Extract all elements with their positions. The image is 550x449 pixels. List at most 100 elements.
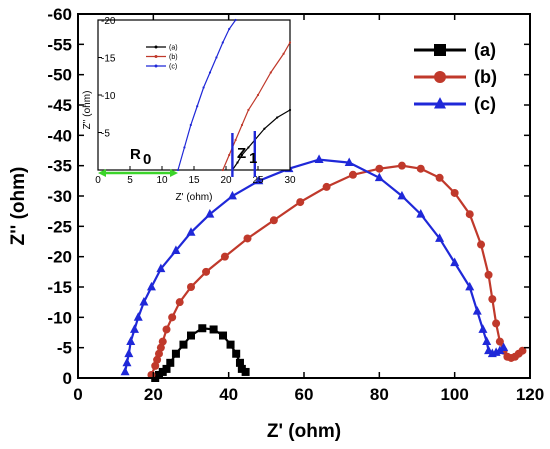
inset-y-tick-label: -10 xyxy=(101,91,116,102)
x-tick-label: 40 xyxy=(219,385,238,404)
data-point xyxy=(254,175,264,185)
data-point xyxy=(435,173,444,182)
data-point xyxy=(348,170,357,179)
data-point xyxy=(202,267,211,276)
data-point xyxy=(220,252,229,261)
inset-data-point xyxy=(228,153,231,157)
data-point xyxy=(124,348,134,358)
y-axis-title: Z'' (ohm) xyxy=(8,167,29,246)
data-point xyxy=(156,343,165,352)
data-point xyxy=(187,283,195,291)
data-point xyxy=(374,172,384,182)
inset-y-tick-label: -20 xyxy=(101,16,116,27)
x-tick-label: 20 xyxy=(144,385,163,404)
inset-data-point xyxy=(202,86,205,89)
inset-data-point xyxy=(263,127,266,130)
inset-data-point xyxy=(256,93,260,97)
data-point xyxy=(492,319,501,328)
inset-data-point xyxy=(196,105,199,108)
inset-series-3 xyxy=(176,18,237,172)
data-point xyxy=(416,209,426,218)
series-2 xyxy=(147,161,527,379)
inset-legend-label: (b) xyxy=(169,54,178,61)
legend-marker xyxy=(434,71,446,83)
data-point xyxy=(482,336,492,345)
data-point xyxy=(241,367,250,376)
data-point xyxy=(478,324,488,333)
y-tick-label: -20 xyxy=(47,248,72,267)
inset-data-point xyxy=(234,138,237,142)
data-point xyxy=(205,209,215,218)
inset-data-point xyxy=(176,168,180,172)
data-point xyxy=(232,349,241,358)
data-point xyxy=(146,281,156,291)
data-point xyxy=(499,342,509,352)
y-tick-label: -5 xyxy=(57,339,72,358)
inset-x-tick-label: 0 xyxy=(95,175,101,186)
data-point xyxy=(171,349,180,358)
inset-x-tick-label: 20 xyxy=(220,175,232,186)
data-point xyxy=(133,312,143,321)
data-point xyxy=(296,198,305,207)
data-point xyxy=(151,361,160,370)
inset-data-point xyxy=(247,146,250,149)
z1-bar-right xyxy=(253,131,256,177)
data-point xyxy=(344,157,354,167)
y-tick-label: -30 xyxy=(47,187,72,206)
series-3 xyxy=(120,154,509,376)
inset-data-point xyxy=(183,146,186,149)
data-point xyxy=(156,263,166,273)
inset-legend-marker xyxy=(154,55,158,58)
data-point xyxy=(158,337,167,346)
data-point xyxy=(168,313,177,322)
legend-marker xyxy=(434,97,446,109)
inset-frame xyxy=(97,19,291,171)
data-point xyxy=(162,364,171,373)
inset-legend-label: (c) xyxy=(169,64,177,71)
data-point xyxy=(227,190,237,200)
data-point xyxy=(435,233,445,242)
data-point xyxy=(198,324,207,333)
data-point xyxy=(465,281,475,291)
y-tick-label: 0 xyxy=(63,369,72,388)
data-point xyxy=(495,337,504,346)
data-point xyxy=(120,366,130,376)
z1-bar-left xyxy=(231,133,234,177)
inset-data-point xyxy=(269,71,272,74)
x-tick-label: 80 xyxy=(370,385,389,404)
data-point xyxy=(472,306,482,315)
data-point xyxy=(397,161,406,170)
main-series-layer xyxy=(120,154,527,382)
data-point xyxy=(226,340,235,349)
data-point xyxy=(518,346,527,355)
data-point xyxy=(122,357,132,367)
y-tick-label: -50 xyxy=(47,66,72,85)
data-point xyxy=(219,331,228,340)
inset-plot: 0 5 10 15 20 25 30-5-10-15-20Z' (ohm)Z'' (ohm)… xyxy=(82,16,296,203)
x-tick-label: 100 xyxy=(440,385,468,404)
data-point xyxy=(139,296,149,306)
inset-data-point xyxy=(288,41,292,44)
inset-legend-marker xyxy=(154,45,158,49)
y-tick-label: -25 xyxy=(47,217,72,236)
inset-data-point xyxy=(236,161,239,164)
inset-data-point xyxy=(234,18,237,22)
data-point xyxy=(465,210,474,219)
main-axes: 0 20 40 60 80 100 1200-5-10-15-20-25-30-35-40-… xyxy=(47,5,544,404)
legend-label: (a) xyxy=(474,40,496,60)
data-point xyxy=(187,331,195,340)
inset-data-point xyxy=(208,71,212,74)
x-axis-title: Z' (ohm) xyxy=(267,421,341,442)
data-point xyxy=(175,298,184,307)
y-tick-label: -10 xyxy=(47,308,72,327)
inset-y-tick-label: -5 xyxy=(101,129,110,140)
inset-x-tick-label: 25 xyxy=(252,175,264,186)
r0-arrow-head-right xyxy=(170,169,178,177)
inset-data-point xyxy=(288,108,292,112)
data-point xyxy=(477,240,486,249)
inset-legend-marker xyxy=(154,64,158,68)
inset-y-tick-label: -15 xyxy=(101,54,116,65)
data-point xyxy=(397,190,407,200)
y-tick-label: -15 xyxy=(47,278,72,297)
